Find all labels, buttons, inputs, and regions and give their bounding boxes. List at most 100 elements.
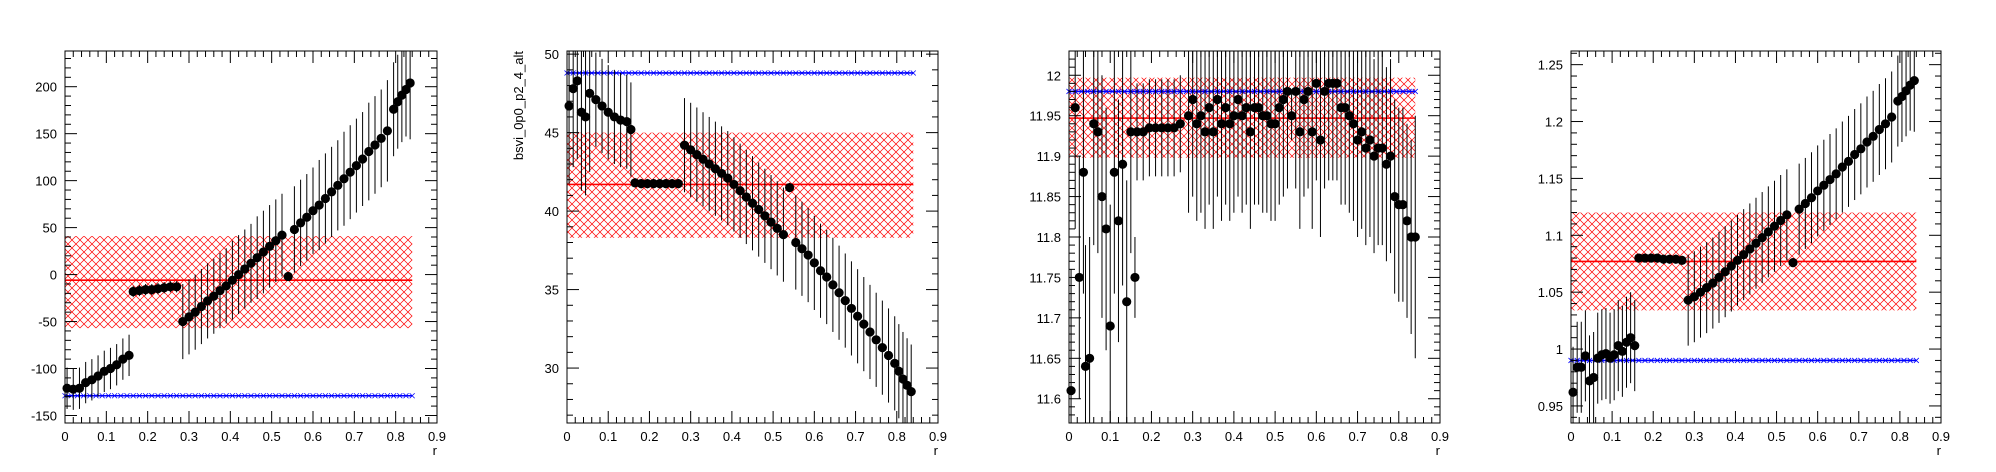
- y-tick-label: 1.1: [1545, 228, 1563, 243]
- data-point: [1402, 216, 1412, 226]
- data-point: [1113, 216, 1124, 226]
- data-point: [1630, 341, 1640, 351]
- data-point: [1776, 215, 1786, 226]
- data-point: [1732, 255, 1743, 265]
- data-point: [871, 335, 881, 345]
- panel-3: 0 0.1 0.2 0.3 0.4 0.5 0.6 0.7 0.8 0.9r11.611.6511…: [1029, 50, 1449, 458]
- y-tick-label: 30: [545, 361, 559, 376]
- data-point: [853, 311, 863, 321]
- data-point: [723, 173, 733, 183]
- x-tick-label: 0.6: [1809, 429, 1827, 444]
- data-point: [1825, 174, 1835, 185]
- y-tick-label: 0: [50, 268, 57, 283]
- y-axis: 30 35 40 45 50 bsvi_0p0_p2_4_alt: [511, 47, 938, 416]
- x-tick-label: 0.3: [180, 429, 198, 444]
- y-axis: 0.95 1 1.05 1.1 1.15 1.2 1.25: [1538, 52, 1941, 418]
- x-tick-label: 0.8: [387, 429, 405, 444]
- data-point: [1101, 224, 1111, 234]
- reference-markers: [1568, 357, 1920, 364]
- y-tick-label: 11.95: [1029, 109, 1061, 124]
- x-tick-label: 0.6: [805, 429, 823, 444]
- x-tick-label: 0.3: [1685, 429, 1703, 444]
- y-tick-label: 1.15: [1538, 171, 1563, 186]
- data-point: [1862, 137, 1872, 147]
- data-point: [1751, 238, 1761, 248]
- x-tick-label: 0.5: [764, 429, 782, 444]
- data-point: [803, 250, 813, 260]
- data-point: [277, 230, 287, 240]
- data-point: [172, 282, 182, 292]
- data-point: [1245, 127, 1255, 137]
- data-point: [1348, 119, 1359, 129]
- data-point: [1385, 151, 1396, 161]
- y-tick-label: 11.9: [1037, 149, 1061, 164]
- data-point: [1837, 162, 1847, 172]
- x-axis: 0 0.1 0.2 0.3 0.4 0.5 0.6 0.7 0.8 0.9r: [61, 51, 446, 458]
- data-point: [1270, 119, 1280, 129]
- data-point: [1568, 387, 1578, 397]
- data-point: [1233, 94, 1243, 105]
- data-point: [580, 112, 591, 122]
- x-tick-label: 0.9: [1431, 429, 1449, 444]
- data-point: [364, 146, 374, 157]
- data-point: [1340, 103, 1350, 113]
- x-axis-label: r: [1937, 443, 1942, 458]
- data-point: [1070, 103, 1080, 113]
- data-point: [1192, 119, 1202, 129]
- x-tick-label: 0.9: [1932, 429, 1950, 444]
- data-point: [1208, 127, 1218, 137]
- data-point: [1352, 135, 1363, 145]
- data-point: [622, 117, 632, 127]
- data-point: [401, 84, 411, 95]
- data-point: [1085, 353, 1095, 363]
- y-tick-label: -50: [38, 315, 57, 330]
- data-point: [1212, 94, 1222, 105]
- data-point: [1080, 361, 1091, 371]
- data-point: [1757, 232, 1767, 243]
- data-point: [865, 327, 875, 337]
- data-point: [1609, 350, 1619, 360]
- data-point: [1237, 111, 1247, 121]
- data-point: [1745, 244, 1755, 254]
- y-tick-label: 35: [545, 283, 559, 298]
- data-point: [1794, 204, 1804, 214]
- data-point: [1739, 250, 1749, 260]
- data-point: [289, 224, 299, 235]
- data-point: [1291, 86, 1301, 97]
- y-tick-label: 12: [1047, 68, 1061, 83]
- x-tick-label: 0.4: [221, 429, 239, 444]
- x-tick-label: 0.3: [1184, 429, 1202, 444]
- data-point: [320, 193, 330, 204]
- data-point: [1720, 267, 1730, 277]
- x-tick-label: 0.4: [723, 429, 741, 444]
- y-tick-label: 1.05: [1538, 285, 1563, 300]
- x-tick-label: 0.8: [888, 429, 906, 444]
- data-point: [1806, 193, 1817, 203]
- y-tick-label: 11.6: [1037, 392, 1061, 407]
- data-point: [1868, 131, 1878, 141]
- data-point: [760, 211, 770, 221]
- data-point: [405, 78, 415, 88]
- x-axis: 0 0.1 0.2 0.3 0.4 0.5 0.6 0.7 0.8 0.9r: [1065, 51, 1449, 458]
- x-tick-label: 0.2: [1644, 429, 1662, 444]
- y-tick-label: -150: [31, 408, 57, 423]
- data-point: [1887, 112, 1897, 122]
- x-tick-label: 0.7: [1850, 429, 1868, 444]
- data-point: [358, 154, 368, 164]
- data-point: [1357, 127, 1367, 137]
- data-point: [1117, 159, 1128, 169]
- data-point: [1241, 103, 1251, 113]
- data-point: [890, 358, 900, 368]
- y-tick-label: 50: [43, 221, 57, 236]
- data-point: [906, 387, 916, 397]
- data-point: [1831, 169, 1841, 179]
- data-point: [1580, 351, 1590, 361]
- x-tick-label: 0.1: [1101, 429, 1119, 444]
- y-tick-label: 1.25: [1538, 58, 1563, 73]
- x-tick-label: 0.2: [640, 429, 658, 444]
- data-point: [1398, 200, 1408, 210]
- data-point: [1315, 135, 1326, 145]
- data-point: [1800, 198, 1810, 209]
- data-point: [1303, 86, 1313, 97]
